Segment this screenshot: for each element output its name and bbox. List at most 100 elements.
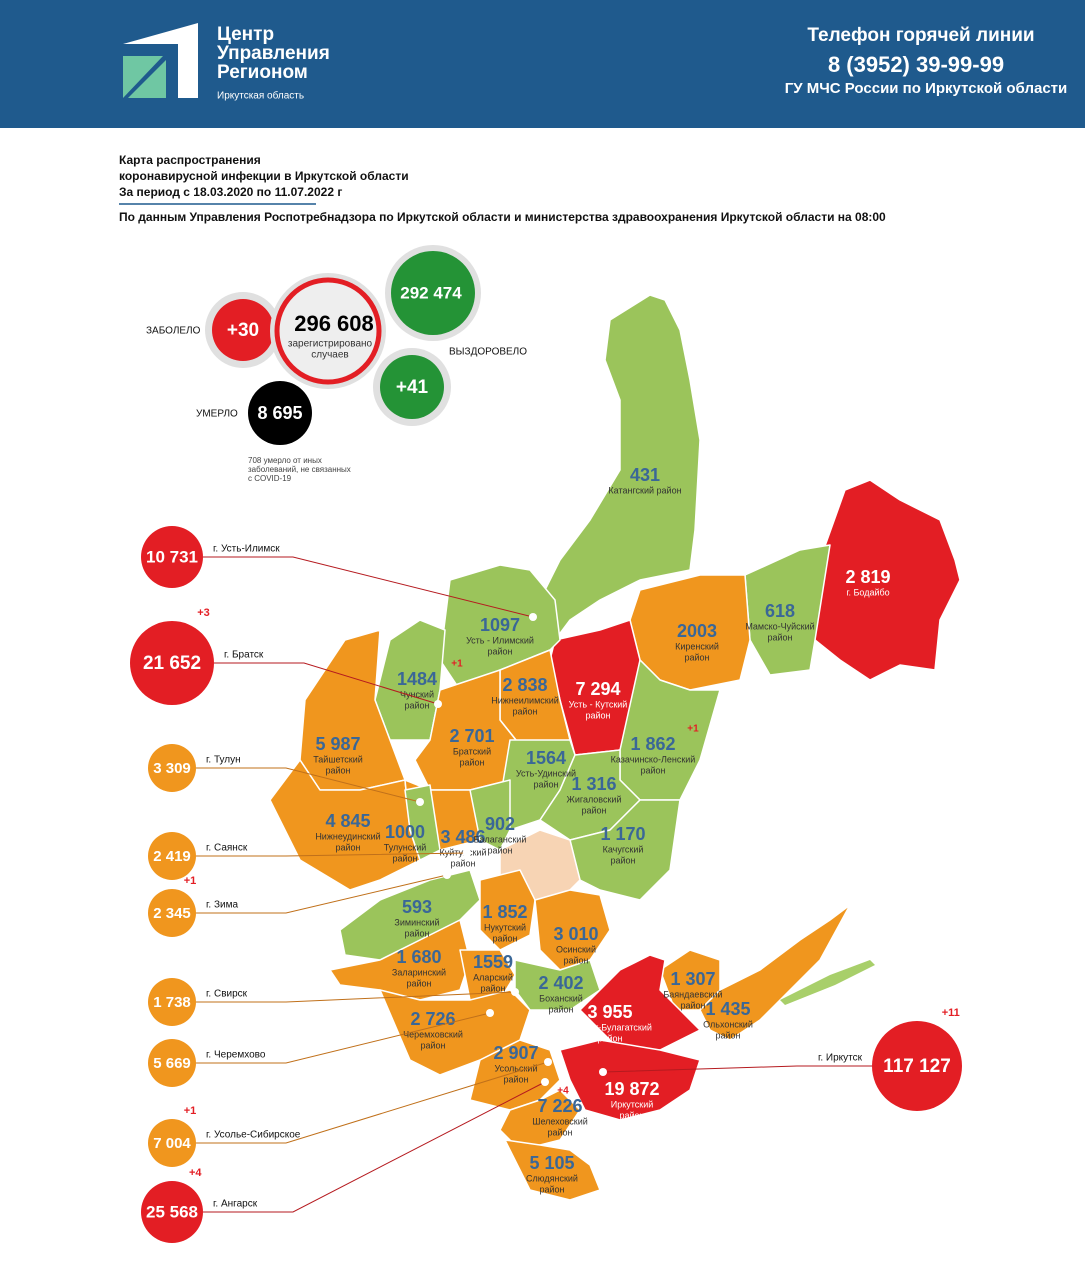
city-circle xyxy=(148,744,196,792)
district-name: Качугский xyxy=(603,844,644,854)
city-name: г. Усть-Илимск xyxy=(213,544,280,555)
district-value: 5 987 xyxy=(315,734,360,754)
district-name: Аларский xyxy=(473,972,513,982)
district-name: район xyxy=(767,632,792,642)
leader-line xyxy=(214,662,439,705)
leader-line xyxy=(203,556,534,618)
district-name: Заларинский xyxy=(392,967,446,977)
died-circle xyxy=(248,381,312,445)
leader-line xyxy=(196,1012,491,1064)
district-value: 1000 xyxy=(385,822,425,842)
leader-line xyxy=(196,991,516,1003)
logo-region: Иркутская область xyxy=(217,90,304,102)
city-point xyxy=(434,700,442,708)
city-circle xyxy=(141,1181,203,1243)
district-name: Киренский xyxy=(675,641,719,651)
district-value: 7 294 xyxy=(575,679,620,699)
logo-text: Регионом xyxy=(217,62,308,83)
recovered-label: ВЫЗДОРОВЕЛО xyxy=(449,347,527,358)
recovered-new: +41 xyxy=(396,377,429,398)
district-name: г. Бодайбо xyxy=(846,587,889,597)
district-value: 2 402 xyxy=(538,973,583,993)
city-circle xyxy=(148,1039,196,1087)
district-name: район xyxy=(325,765,350,775)
district-value: 1559 xyxy=(473,952,513,972)
city-name: г. Ангарск xyxy=(213,1199,258,1210)
leader-line xyxy=(196,1061,549,1144)
district-name: район xyxy=(548,1004,573,1014)
district-value: 1097 xyxy=(480,615,520,635)
district-name: район xyxy=(680,1000,705,1010)
total: 296 608 xyxy=(294,311,374,336)
city-name: г. Усолье-Сибирское xyxy=(206,1129,301,1141)
city-circle xyxy=(148,1119,196,1167)
city-delta: +11 xyxy=(942,1007,960,1019)
district-value: 1564 xyxy=(526,748,566,768)
city-value: 10 731 xyxy=(146,547,198,566)
city-name: г. Братск xyxy=(224,650,264,661)
district-name: район xyxy=(640,765,665,775)
city-delta: +4 xyxy=(189,1167,202,1179)
title-line: коронавирусной инфекции в Иркутской обла… xyxy=(119,169,409,183)
district-name: Осинский xyxy=(556,944,596,954)
source: По данным Управления Роспотребнадзора по… xyxy=(119,210,886,224)
recovered: 292 474 xyxy=(400,283,462,302)
district-name: район xyxy=(420,1040,445,1050)
died-label: УМЕРЛО xyxy=(196,409,238,420)
leader-line xyxy=(196,767,421,803)
district-value: 3 010 xyxy=(553,924,598,944)
city-name: г. Черемхово xyxy=(206,1050,266,1061)
city-point xyxy=(541,1078,549,1086)
city-circle xyxy=(130,621,214,705)
city-name: г. Тулун xyxy=(206,755,241,766)
district-name: район xyxy=(450,858,475,868)
district-name: Иркутский xyxy=(611,1099,654,1109)
recovered-new-circle xyxy=(380,355,444,419)
district-value: 1484 xyxy=(397,669,437,689)
district-value: 1 170 xyxy=(600,824,645,844)
district-value: 2 838 xyxy=(502,675,547,695)
logo-mark xyxy=(123,23,198,98)
leader-line xyxy=(196,874,448,914)
total-caption: случаев xyxy=(311,350,348,361)
district-delta: +1 xyxy=(451,659,463,670)
district-name: район xyxy=(406,978,431,988)
district-name: Усть - Кутский xyxy=(569,699,628,709)
district-name: район xyxy=(480,983,505,993)
district-value: 2 907 xyxy=(493,1043,538,1063)
died-note: 708 умерло от иных xyxy=(248,456,322,465)
city-name: г. Иркутск xyxy=(818,1053,863,1064)
district-delta: +4 xyxy=(557,1086,569,1097)
district-value: 3 486 xyxy=(440,827,485,847)
district-name: район xyxy=(715,1030,740,1040)
district-value: 2 726 xyxy=(410,1009,455,1029)
logo-text: Управления xyxy=(217,43,330,64)
district-name: район xyxy=(563,955,588,965)
sick-new-circle xyxy=(212,299,274,361)
city-value: 2 419 xyxy=(153,848,191,865)
district-value: 1 435 xyxy=(705,999,750,1019)
district-name: район xyxy=(581,805,606,815)
city-value: 3 309 xyxy=(153,760,191,777)
district-name: Мамско-Чуйский xyxy=(745,621,814,631)
city-value: 25 568 xyxy=(146,1202,198,1221)
city-point xyxy=(463,849,471,857)
district-value: 902 xyxy=(485,814,515,834)
hotline-phone: 8 (3952) 39-99-99 xyxy=(828,52,1004,77)
district-delta: +1 xyxy=(687,724,699,735)
district-value: 1 316 xyxy=(571,774,616,794)
district-name: район xyxy=(392,853,417,863)
district-value: 618 xyxy=(765,601,795,621)
district-name: район xyxy=(512,706,537,716)
hotline-label: Телефон горячей линии xyxy=(807,25,1034,46)
title-line: За период с 18.03.2020 по 11.07.2022 г xyxy=(119,185,342,199)
district-name: Черемховский xyxy=(403,1029,463,1039)
city-point xyxy=(416,798,424,806)
district-name: Боханский xyxy=(539,993,583,1003)
city-value: 117 127 xyxy=(883,1056,951,1077)
district-name: Усольский xyxy=(495,1063,538,1073)
total-caption: зарегистрировано xyxy=(288,339,373,350)
city-name: г. Саянск xyxy=(206,843,248,854)
district-value: 1 862 xyxy=(630,734,675,754)
